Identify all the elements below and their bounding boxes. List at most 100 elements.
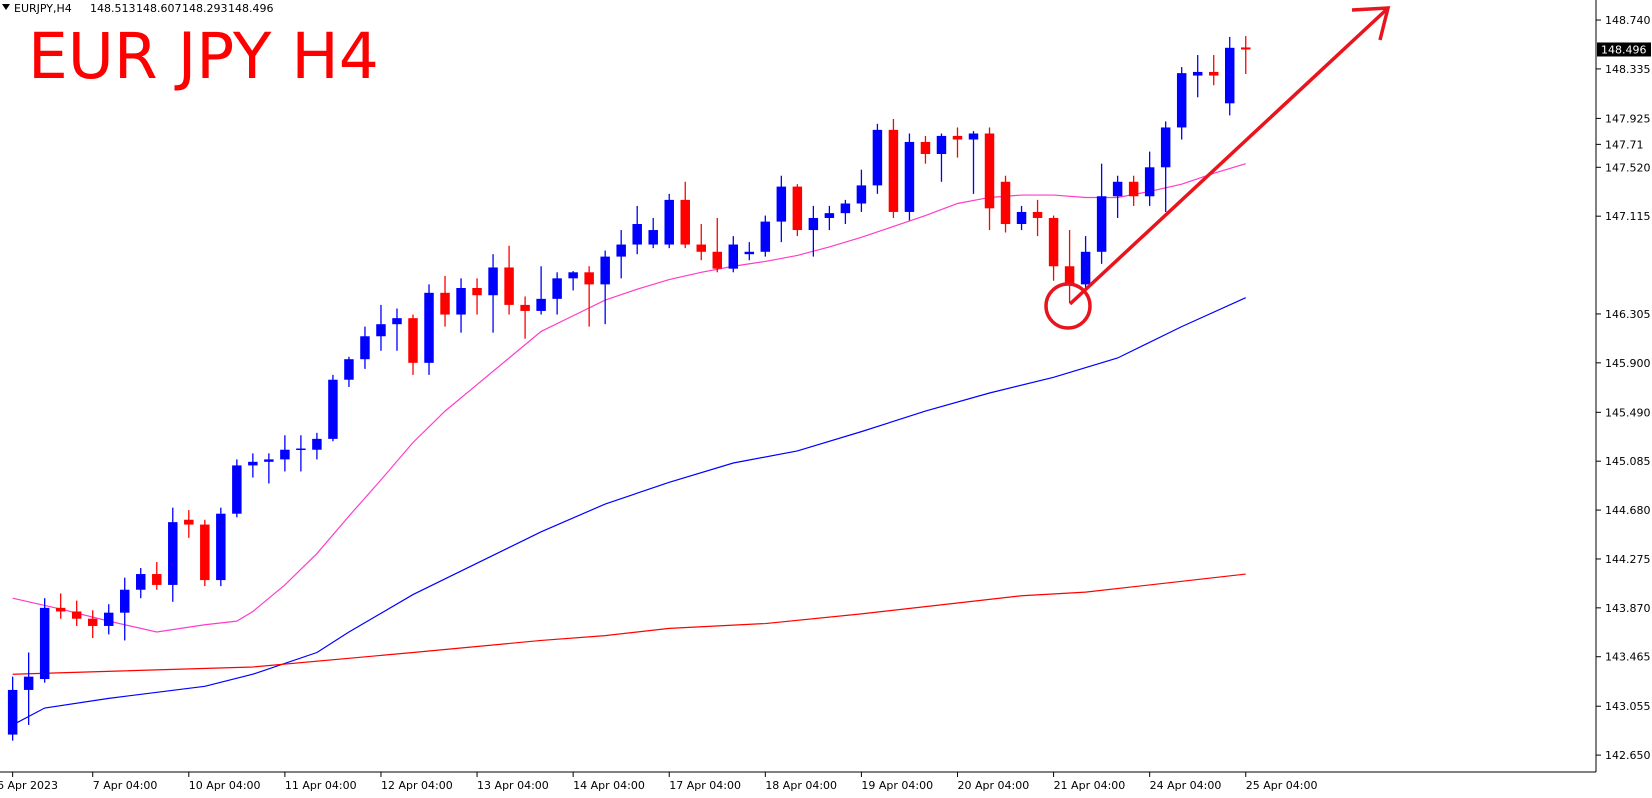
candle-body	[1112, 181, 1123, 197]
annotation-circle	[1044, 282, 1092, 330]
x-tick-label: 10 Apr 04:00	[189, 779, 261, 792]
y-tick-label: 147.71	[1605, 138, 1644, 151]
candle-body	[136, 574, 146, 590]
candle-body	[23, 676, 34, 690]
x-tick-label: 7 Apr 04:00	[93, 779, 158, 792]
candle-body	[264, 459, 274, 462]
candle-body	[984, 133, 995, 209]
candle-body	[55, 607, 66, 612]
candle-body	[1224, 47, 1235, 104]
y-tick-label: 143.465	[1605, 651, 1651, 664]
candle-body	[360, 336, 370, 360]
candle-body	[904, 141, 915, 212]
y-tick-label: 144.275	[1605, 553, 1651, 566]
candle-body	[552, 278, 562, 299]
candle-body	[312, 438, 322, 450]
chart-title: EUR JPY H4	[28, 20, 379, 93]
candle-body	[71, 611, 82, 619]
candle-body	[1096, 196, 1107, 252]
candle-body	[536, 298, 546, 311]
candle-body	[296, 448, 306, 451]
candle-body	[680, 199, 690, 245]
candle-body	[200, 524, 210, 581]
y-tick-label: 144.680	[1605, 504, 1651, 517]
x-tick-label: 25 Apr 04:00	[1246, 779, 1318, 792]
x-tick-label: 13 Apr 04:00	[477, 779, 549, 792]
candle-body	[1000, 181, 1011, 225]
x-tick-label: 21 Apr 04:00	[1054, 779, 1126, 792]
candle-body	[376, 324, 386, 337]
candle-body	[840, 203, 851, 214]
candle-body	[600, 256, 610, 285]
x-tick-label: 19 Apr 04:00	[861, 779, 933, 792]
symbol-label: EURJPY,H4	[14, 2, 72, 15]
y-tick-label: 142.650	[1605, 749, 1651, 762]
x-tick-label: 12 Apr 04:00	[381, 779, 453, 792]
candle-body	[824, 213, 835, 218]
header-open: 148.513	[90, 2, 136, 15]
x-tick-label: 11 Apr 04:00	[285, 779, 357, 792]
x-tick-label: 17 Apr 04:00	[669, 779, 741, 792]
x-tick-label: 14 Apr 04:00	[573, 779, 645, 792]
y-tick-label: 145.490	[1605, 406, 1651, 419]
header-close: 148.496	[228, 2, 274, 15]
candle-body	[456, 287, 466, 315]
candle-body	[328, 379, 338, 439]
y-tick-label: 143.055	[1605, 700, 1651, 713]
candle-body	[248, 461, 258, 466]
candle-body	[1241, 47, 1251, 50]
candle-body	[1208, 71, 1219, 76]
candle-body	[584, 272, 594, 285]
candle-body	[120, 589, 130, 613]
candle-body	[504, 267, 514, 305]
y-tick-label: 147.925	[1605, 112, 1651, 125]
candle-body	[776, 186, 787, 222]
candle-body	[872, 129, 883, 186]
y-tick-label: 147.115	[1605, 210, 1651, 223]
candle-body	[184, 519, 194, 525]
candle-body	[728, 244, 739, 269]
y-tick-label: 148.335	[1605, 63, 1651, 76]
header-low: 148.293	[182, 2, 228, 15]
candle-body	[1128, 181, 1139, 197]
candle-body	[888, 129, 899, 212]
x-tick-label: 6 Apr 2023	[0, 779, 58, 792]
moving-average	[12, 573, 1246, 675]
x-tick-label: 20 Apr 04:00	[957, 779, 1029, 792]
candle-body	[632, 224, 642, 245]
candle-body	[808, 217, 819, 231]
candle-body	[744, 251, 755, 255]
menu-triangle	[2, 4, 10, 10]
candle-body	[968, 133, 979, 140]
current-price-label: 148.496	[1601, 43, 1647, 56]
candle-body	[1016, 211, 1027, 225]
annotation-arrow	[1068, 8, 1388, 306]
candle-body	[1080, 251, 1091, 285]
candle-body	[392, 318, 402, 325]
candle-body	[232, 465, 242, 514]
candle-body	[792, 186, 803, 231]
candle-body	[344, 359, 354, 380]
candle-body	[87, 618, 98, 626]
candle-body	[472, 287, 482, 296]
candle-body	[1192, 71, 1203, 76]
candle-body	[280, 449, 290, 460]
candle-body	[616, 244, 626, 257]
x-tick-label: 18 Apr 04:00	[765, 779, 837, 792]
candle-body	[696, 244, 706, 252]
candle-body	[664, 199, 674, 245]
moving-average	[12, 163, 1246, 633]
plot-area	[7, 36, 1251, 741]
y-tick-label: 146.305	[1605, 308, 1651, 321]
candle-body	[936, 135, 947, 155]
annotation-arrow-head	[1351, 6, 1391, 41]
candle-body	[1144, 167, 1155, 197]
candle-body	[103, 612, 114, 626]
moving-average	[12, 297, 1246, 726]
candle-body	[760, 221, 771, 252]
candle-body	[920, 141, 931, 155]
header-high: 148.607	[136, 2, 182, 15]
candle-body	[1032, 211, 1043, 218]
candle-body	[648, 230, 658, 245]
